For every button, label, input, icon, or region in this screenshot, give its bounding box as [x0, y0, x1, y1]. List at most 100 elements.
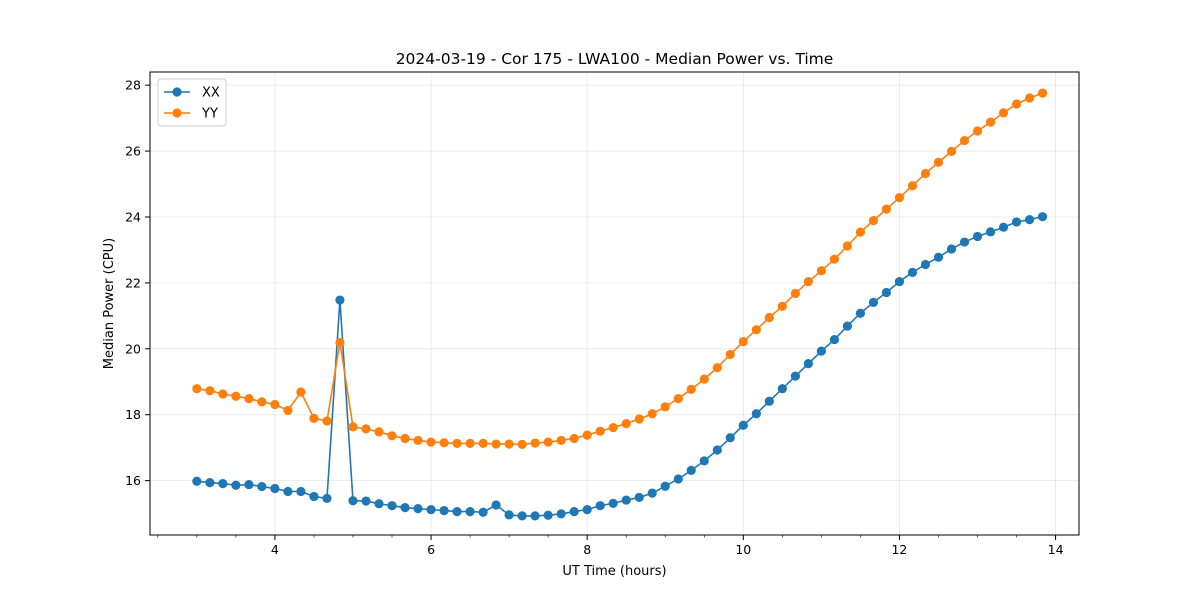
data-point-xx [751, 409, 761, 419]
data-point-xx [361, 496, 371, 506]
data-point-xx [543, 510, 553, 520]
data-point-yy [335, 337, 345, 348]
data-point-yy [426, 437, 436, 447]
data-point-yy [816, 266, 826, 276]
data-point-xx [517, 511, 527, 521]
data-point-xx [985, 227, 996, 237]
data-point-yy [595, 426, 605, 436]
data-point-yy [634, 414, 644, 424]
grid [150, 72, 1079, 535]
y-tick-label: 26 [125, 144, 141, 159]
data-point-xx [530, 511, 540, 521]
data-point-xx [777, 384, 787, 394]
x-axis-label: UT Time (hours) [562, 564, 666, 579]
data-point-xx [556, 509, 566, 519]
data-point-yy [725, 349, 735, 360]
data-point-xx [465, 507, 475, 517]
data-point-xx [244, 479, 254, 490]
data-point-yy [686, 384, 696, 394]
data-point-yy [1024, 93, 1035, 103]
x-tick-label: 12 [891, 542, 907, 557]
data-point-yy [920, 168, 931, 179]
data-point-yy [309, 413, 319, 423]
data-point-yy [660, 402, 670, 412]
data-point-xx [725, 433, 735, 443]
data-point-xx [855, 308, 866, 318]
y-tick-label: 24 [125, 209, 141, 224]
data-point-yy [192, 384, 202, 394]
y-tick-label: 20 [125, 341, 141, 356]
data-point-xx [205, 478, 215, 488]
data-point-xx [842, 321, 852, 331]
data-point-yy [569, 433, 579, 444]
data-point-yy [712, 362, 722, 373]
data-point-xx [582, 505, 592, 515]
data-point-xx [621, 495, 631, 505]
data-point-xx [868, 297, 879, 307]
data-point-yy [491, 439, 501, 449]
data-point-xx [712, 445, 722, 455]
y-axis-label: Median Power (CPU) [102, 238, 117, 369]
data-point-xx [504, 510, 514, 520]
data-point-xx [946, 244, 957, 254]
data-point-xx [764, 396, 774, 406]
data-point-yy [972, 126, 983, 136]
data-point-yy [907, 181, 918, 191]
data-point-xx [309, 491, 319, 502]
data-point-yy [959, 135, 970, 146]
data-point-yy [283, 405, 293, 416]
data-point-yy [868, 216, 879, 226]
data-point-xx [920, 259, 931, 270]
data-point-xx [374, 499, 384, 509]
data-point-yy [842, 241, 852, 251]
data-point-yy [348, 422, 358, 432]
data-point-xx [959, 237, 970, 247]
data-point-xx [413, 504, 423, 514]
y-tick-label: 18 [125, 407, 141, 422]
data-point-yy [985, 117, 996, 127]
data-point-xx [790, 371, 800, 381]
data-point-yy [699, 374, 709, 384]
data-point-yy [829, 254, 840, 264]
series [192, 88, 1048, 521]
data-point-xx [400, 503, 410, 513]
data-point-xx [972, 231, 983, 242]
x-tick-label: 10 [735, 542, 751, 557]
data-point-yy [621, 419, 631, 429]
data-point-yy [881, 204, 892, 214]
data-point-xx [1011, 217, 1022, 227]
data-point-xx [452, 507, 462, 517]
data-point-xx [829, 334, 840, 345]
data-point-yy [270, 399, 280, 410]
data-point-xx [491, 500, 501, 510]
data-point-xx [816, 346, 826, 356]
data-point-yy [738, 336, 748, 347]
data-point-yy [361, 424, 371, 434]
data-point-yy [582, 430, 592, 440]
data-point-xx [660, 481, 670, 491]
x-tick-label: 4 [271, 542, 279, 557]
data-point-xx [881, 287, 892, 298]
legend-label-yy: YY [201, 107, 218, 122]
data-point-yy [647, 409, 657, 419]
data-point-yy [400, 433, 410, 444]
chart-title: 2024-03-19 - Cor 175 - LWA100 - Median P… [396, 50, 834, 68]
data-point-yy [933, 157, 944, 167]
data-point-xx [387, 501, 397, 511]
data-point-yy [1037, 88, 1048, 98]
data-point-xx [738, 420, 748, 430]
data-point-xx [608, 498, 618, 508]
data-point-xx [673, 474, 683, 484]
axes: 4 6 8 10 12 14 16 18 20 22 24 26 28 [125, 71, 1080, 557]
x-tick-label: 6 [427, 542, 435, 557]
data-point-yy [478, 438, 488, 448]
data-point-xx [218, 478, 228, 489]
data-point-xx [1024, 215, 1035, 225]
data-point-yy [231, 391, 241, 401]
data-point-yy [452, 438, 462, 448]
data-point-xx [998, 222, 1009, 232]
data-point-xx [478, 507, 488, 517]
data-point-xx [907, 267, 918, 277]
legend-label-xx: XX [202, 86, 220, 101]
data-point-yy [673, 393, 683, 404]
